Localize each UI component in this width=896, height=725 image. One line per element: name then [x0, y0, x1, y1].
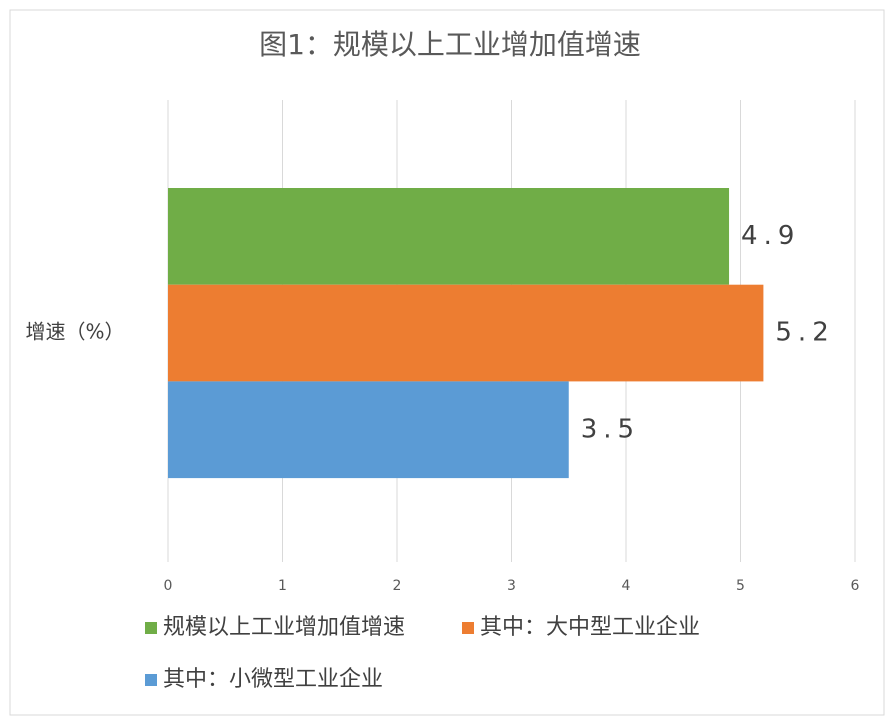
- x-tick-label: 1: [278, 578, 287, 594]
- x-tick-label: 5: [736, 578, 745, 594]
- bar: [168, 188, 730, 285]
- legend-label: 其中：小微型工业企业: [163, 667, 383, 692]
- legend-label: 其中：大中型工业企业: [480, 615, 700, 640]
- chart-title: 图1：规模以上工业增加值增速: [259, 28, 641, 61]
- x-tick-label: 6: [851, 578, 860, 594]
- bar: [168, 284, 764, 382]
- legend-label: 规模以上工业增加值增速: [163, 615, 405, 640]
- x-tick-label: 4: [622, 578, 631, 594]
- x-tick-label: 2: [393, 578, 402, 594]
- data-label: 3.5: [581, 414, 640, 444]
- y-tick-label: 增速（%）: [25, 320, 124, 344]
- bar: [168, 381, 569, 479]
- data-label: 5.2: [775, 318, 834, 348]
- legend-swatch: [145, 674, 157, 686]
- x-tick-label: 3: [507, 578, 516, 594]
- legend-swatch: [145, 622, 157, 634]
- legend-swatch: [462, 622, 474, 634]
- data-label: 4.9: [741, 221, 800, 251]
- x-tick-label: 0: [164, 578, 173, 594]
